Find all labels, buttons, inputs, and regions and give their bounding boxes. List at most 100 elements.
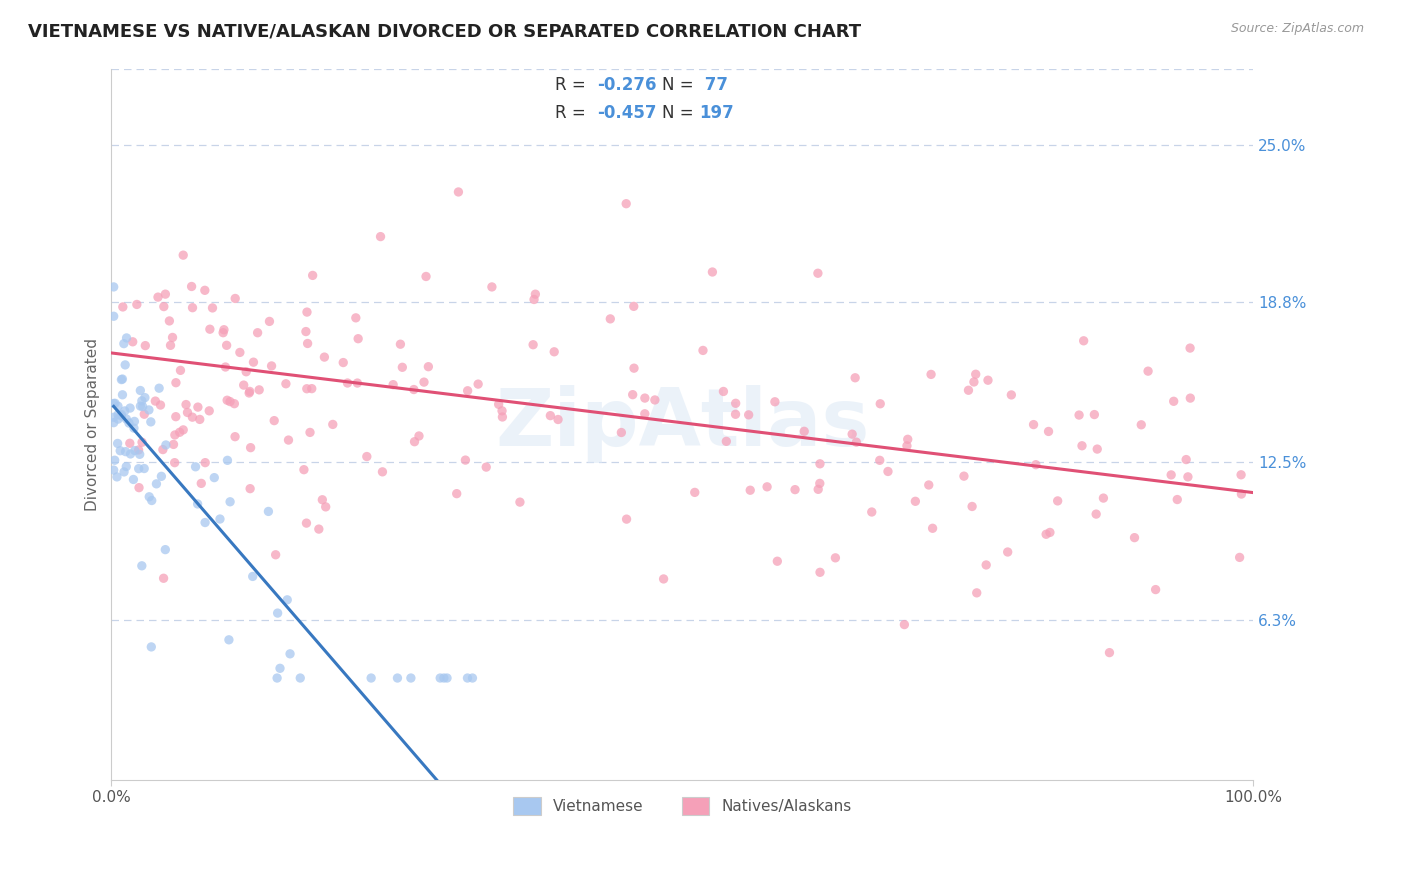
Point	[1038, 425, 1060, 439]
Point	[399, 671, 422, 685]
Point	[461, 671, 484, 685]
Point	[610, 425, 633, 440]
Point	[447, 185, 470, 199]
Point	[238, 386, 260, 401]
Point	[1230, 487, 1253, 501]
Point	[229, 345, 252, 359]
Point	[1166, 492, 1188, 507]
Point	[129, 384, 152, 398]
Point	[311, 492, 333, 507]
Point	[966, 586, 988, 600]
Point	[103, 416, 125, 430]
Point	[218, 632, 240, 647]
Point	[793, 425, 815, 439]
Point	[235, 365, 257, 379]
Point	[112, 465, 135, 479]
Point	[169, 425, 191, 440]
Point	[212, 326, 235, 340]
Point	[264, 548, 287, 562]
Point	[124, 414, 146, 428]
Point	[1000, 388, 1022, 402]
Point	[522, 337, 544, 351]
Point	[1035, 527, 1057, 541]
Point	[141, 640, 163, 654]
Point	[623, 361, 645, 376]
Point	[997, 545, 1019, 559]
Point	[162, 330, 184, 344]
Point	[370, 229, 392, 244]
Point	[292, 463, 315, 477]
Point	[131, 558, 153, 573]
Point	[1180, 391, 1202, 405]
Point	[977, 373, 1000, 387]
Point	[408, 429, 430, 443]
Point	[524, 287, 547, 301]
Point	[1178, 341, 1201, 355]
Point	[960, 500, 983, 514]
Point	[547, 412, 569, 426]
Point	[1137, 364, 1160, 378]
Point	[418, 359, 440, 374]
Point	[172, 248, 194, 262]
Point	[131, 393, 153, 408]
Point	[488, 397, 510, 411]
Point	[115, 412, 138, 426]
Point	[807, 483, 830, 497]
Point	[108, 443, 131, 458]
Point	[112, 336, 135, 351]
Point	[103, 396, 125, 410]
Point	[634, 407, 657, 421]
Point	[869, 397, 891, 411]
Point	[128, 461, 150, 475]
Point	[181, 301, 204, 315]
Point	[104, 396, 127, 410]
Point	[224, 430, 246, 444]
Point	[122, 473, 145, 487]
Text: -0.457: -0.457	[598, 104, 657, 122]
Point	[103, 280, 125, 294]
Point	[623, 299, 645, 313]
Point	[387, 671, 409, 685]
Point	[491, 409, 513, 424]
Point	[456, 671, 478, 685]
Point	[920, 368, 942, 382]
Point	[103, 410, 125, 425]
Point	[308, 522, 330, 536]
Point	[1083, 408, 1105, 422]
Point	[391, 360, 413, 375]
Point	[239, 441, 262, 455]
Point	[763, 394, 786, 409]
Point	[1177, 470, 1199, 484]
Point	[122, 421, 145, 435]
Point	[219, 495, 242, 509]
Point	[257, 504, 280, 518]
Text: -0.276: -0.276	[598, 76, 657, 94]
Point	[807, 266, 830, 280]
Point	[263, 414, 285, 428]
Point	[614, 196, 637, 211]
Point	[429, 671, 451, 685]
Point	[1123, 531, 1146, 545]
Point	[172, 423, 194, 437]
Point	[756, 480, 779, 494]
Point	[538, 409, 561, 423]
Point	[118, 416, 141, 430]
Point	[188, 412, 211, 426]
Point	[246, 326, 269, 340]
Point	[346, 376, 368, 390]
Point	[523, 293, 546, 307]
Point	[1092, 491, 1115, 505]
Point	[808, 476, 831, 491]
Point	[114, 444, 136, 458]
Point	[301, 268, 323, 283]
Point	[239, 482, 262, 496]
Point	[152, 442, 174, 457]
Point	[897, 432, 920, 446]
Point	[634, 391, 657, 405]
Legend: Vietnamese, Natives/Alaskans: Vietnamese, Natives/Alaskans	[502, 786, 862, 825]
Point	[121, 334, 143, 349]
Point	[103, 463, 125, 477]
Point	[276, 592, 298, 607]
Point	[169, 363, 191, 377]
Point	[295, 382, 318, 396]
